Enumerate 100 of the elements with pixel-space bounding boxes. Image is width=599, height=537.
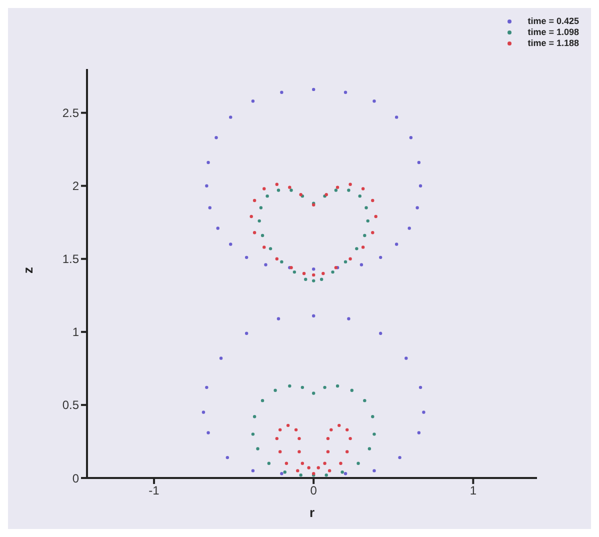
point	[304, 278, 308, 281]
point	[226, 456, 230, 460]
point	[371, 231, 374, 234]
x-axis-title: r	[309, 505, 315, 520]
point	[280, 90, 284, 94]
point	[374, 214, 378, 218]
point	[348, 436, 352, 440]
point	[278, 428, 282, 432]
point	[205, 386, 208, 390]
point	[358, 194, 362, 198]
legend-label: time = 1.098	[528, 27, 579, 38]
point	[312, 314, 316, 318]
point	[264, 263, 268, 266]
point	[348, 182, 352, 186]
point	[356, 462, 360, 465]
point	[206, 431, 210, 434]
point	[275, 436, 278, 440]
point	[260, 398, 264, 402]
point	[418, 184, 422, 188]
legend-label: time = 1.188	[528, 38, 579, 49]
point	[344, 90, 348, 94]
y-tick-label: 0.5	[62, 398, 80, 412]
point	[275, 182, 278, 186]
point	[274, 388, 277, 392]
y-tick-label: 1.5	[62, 252, 80, 266]
point	[417, 160, 421, 164]
point	[251, 469, 255, 472]
point	[252, 231, 256, 234]
point	[344, 472, 348, 476]
y-tick-label: 2	[72, 179, 80, 194]
x-tick-label: 0	[310, 484, 318, 498]
point	[323, 386, 326, 390]
point	[346, 450, 349, 454]
point	[422, 410, 426, 414]
point	[394, 242, 398, 246]
point	[260, 234, 264, 238]
point	[394, 116, 398, 119]
point	[366, 219, 370, 223]
point	[328, 469, 332, 472]
point	[262, 187, 266, 190]
point	[379, 332, 382, 335]
point	[316, 466, 320, 470]
y-axis-title: z	[20, 266, 36, 274]
point	[258, 219, 261, 223]
point	[416, 206, 419, 210]
point	[298, 436, 301, 440]
point	[371, 198, 374, 202]
point	[280, 472, 284, 476]
point	[364, 206, 368, 210]
point	[361, 187, 365, 190]
point	[302, 272, 306, 276]
point	[312, 279, 316, 282]
point	[256, 447, 260, 450]
x-tick-label: 1	[470, 484, 477, 498]
point	[283, 470, 286, 474]
point	[216, 226, 220, 230]
point	[320, 278, 324, 281]
point	[244, 256, 248, 260]
y-tick-label: 0	[72, 471, 80, 486]
point	[340, 470, 344, 474]
point	[312, 392, 316, 395]
point	[360, 263, 364, 266]
point	[267, 462, 271, 465]
point	[259, 206, 263, 210]
point	[202, 410, 206, 414]
point	[368, 447, 372, 450]
point	[229, 116, 232, 119]
x-tick-label: -1	[148, 484, 160, 498]
point	[404, 356, 408, 360]
point	[350, 388, 354, 392]
point	[280, 260, 284, 264]
point	[355, 247, 358, 250]
point	[417, 431, 421, 434]
point	[334, 188, 338, 192]
point	[219, 356, 223, 360]
point	[379, 256, 382, 260]
point	[346, 428, 349, 432]
point	[398, 456, 402, 460]
y-tick-label: 1	[72, 325, 80, 340]
point	[276, 188, 280, 192]
point	[250, 214, 253, 218]
point	[205, 184, 208, 188]
point	[252, 198, 256, 202]
point	[300, 462, 304, 465]
point	[262, 246, 266, 249]
point	[338, 424, 341, 428]
point	[206, 160, 210, 164]
point	[251, 432, 255, 436]
point	[276, 317, 280, 320]
point	[208, 206, 212, 210]
point	[278, 450, 282, 454]
point	[214, 136, 218, 140]
point	[326, 450, 330, 454]
point	[298, 450, 301, 454]
point	[284, 462, 288, 465]
point	[326, 436, 330, 440]
point	[336, 384, 340, 388]
point	[268, 247, 272, 250]
point	[251, 100, 255, 103]
point	[336, 186, 340, 189]
